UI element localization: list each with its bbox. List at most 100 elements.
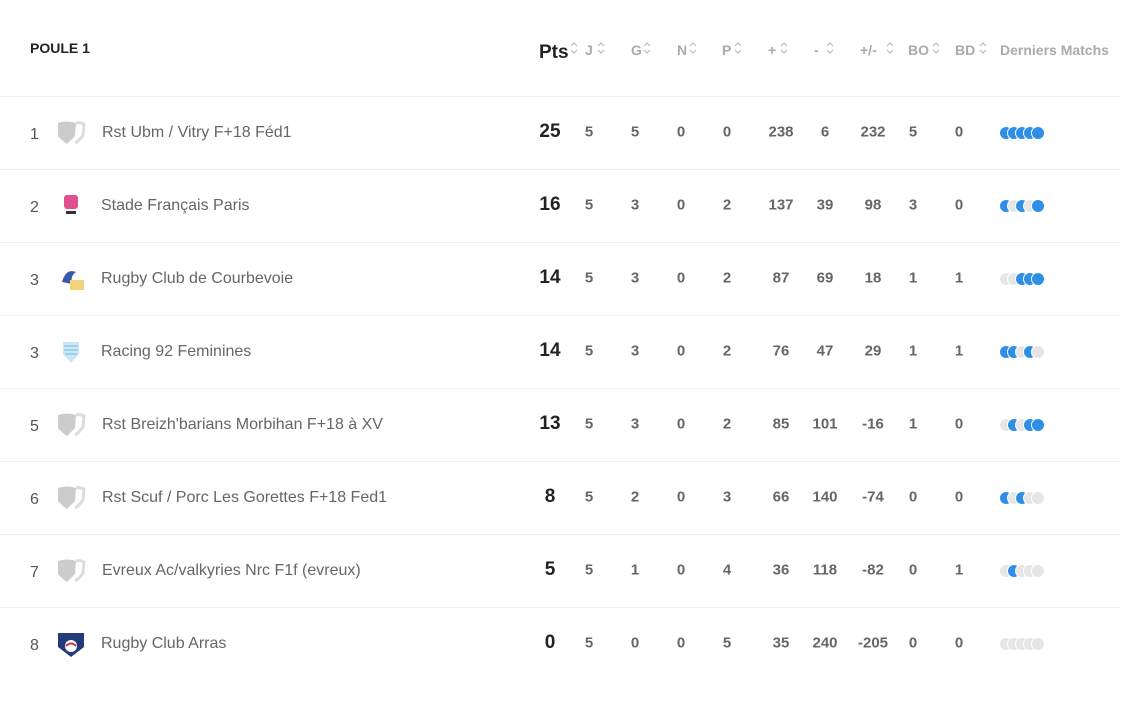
sort-arrows[interactable]	[780, 41, 788, 55]
column-header[interactable]: -	[814, 42, 819, 58]
last-match-dot	[1031, 199, 1045, 213]
row-separator	[0, 388, 1120, 389]
team-logo	[54, 412, 88, 443]
column-header[interactable]: Pts	[539, 42, 569, 63]
sort-arrows[interactable]	[570, 41, 578, 55]
row-separator	[0, 169, 1120, 170]
stat-pts: 16	[539, 194, 561, 215]
rank: 2	[30, 199, 39, 216]
stat-g: 5	[630, 123, 640, 141]
stat-j: 5	[584, 634, 594, 652]
team-logo	[56, 339, 90, 370]
stat-bd: 0	[954, 634, 964, 652]
stat-g: 0	[630, 634, 640, 652]
last-match-dot	[1031, 491, 1045, 505]
team-logo	[54, 485, 88, 516]
stat-minus: 240	[812, 634, 838, 652]
stat-g: 3	[630, 269, 640, 287]
stat-p: 5	[722, 634, 732, 652]
rank: 3	[30, 345, 39, 362]
team-logo	[56, 631, 90, 662]
rank: 3	[30, 272, 39, 289]
rank: 8	[30, 637, 39, 654]
column-header[interactable]: J	[585, 42, 593, 58]
stat-plus: 238	[768, 123, 794, 141]
team-name[interactable]: Rugby Club Arras	[101, 635, 227, 652]
stat-n: 0	[676, 488, 686, 506]
column-header[interactable]: G	[631, 42, 642, 58]
column-header: Derniers Matchs	[1000, 42, 1109, 58]
row-separator	[0, 242, 1120, 243]
column-header[interactable]: N	[677, 42, 688, 58]
team-name[interactable]: Rugby Club de Courbevoie	[101, 270, 294, 287]
stat-bo: 0	[908, 634, 918, 652]
stat-pts: 25	[539, 121, 561, 142]
stat-g: 3	[630, 196, 640, 214]
sort-arrows[interactable]	[643, 41, 651, 55]
stat-plus: 137	[768, 196, 794, 214]
row-separator	[0, 534, 1120, 535]
column-header[interactable]: +	[768, 42, 777, 58]
rank: 7	[30, 564, 39, 581]
column-header[interactable]: BO	[908, 42, 929, 58]
stat-plus: 85	[772, 415, 790, 433]
stat-g: 3	[630, 342, 640, 360]
column-header[interactable]: +/-	[860, 42, 877, 58]
sort-arrows[interactable]	[886, 41, 894, 55]
sort-arrows[interactable]	[734, 41, 742, 55]
stat-bo: 3	[908, 196, 918, 214]
team-logo	[56, 193, 90, 224]
stat-p: 2	[722, 342, 732, 360]
stat-minus: 118	[812, 561, 838, 579]
team-logo	[54, 558, 88, 589]
stat-plus: 87	[772, 269, 790, 287]
column-header[interactable]: BD	[955, 42, 976, 58]
stat-minus: 6	[820, 123, 830, 141]
team-name[interactable]: Rst Ubm / Vitry F+18 Féd1	[102, 124, 292, 141]
stat-pts: 13	[539, 413, 561, 434]
stat-bo: 1	[908, 415, 918, 433]
last-match-dot	[1031, 126, 1045, 140]
stat-minus: 39	[816, 196, 834, 214]
stat-diff: 98	[864, 196, 882, 214]
stat-n: 0	[676, 196, 686, 214]
last-match-dot	[1031, 637, 1045, 651]
sort-arrows[interactable]	[597, 41, 605, 55]
rank: 6	[30, 491, 39, 508]
rank: 1	[30, 126, 39, 143]
stat-p: 2	[722, 196, 732, 214]
team-name[interactable]: Rst Breizh'barians Morbihan F+18 à XV	[102, 416, 383, 433]
team-name[interactable]: Rst Scuf / Porc Les Gorettes F+18 Fed1	[102, 489, 388, 506]
stat-bd: 1	[954, 269, 964, 287]
stat-diff: -16	[862, 415, 884, 433]
column-header[interactable]: P	[722, 42, 732, 58]
stat-diff: 18	[864, 269, 882, 287]
stat-bd: 0	[954, 196, 964, 214]
sort-arrows[interactable]	[826, 41, 834, 55]
sort-arrows[interactable]	[932, 41, 940, 55]
stat-j: 5	[584, 342, 594, 360]
stat-diff: 29	[864, 342, 882, 360]
stat-bd: 1	[954, 342, 964, 360]
team-name[interactable]: Racing 92 Feminines	[101, 343, 252, 360]
stat-bd: 0	[954, 415, 964, 433]
stat-j: 5	[584, 269, 594, 287]
team-name[interactable]: Stade Français Paris	[101, 197, 250, 214]
team-logo	[56, 266, 90, 297]
stat-bo: 0	[908, 561, 918, 579]
sort-arrows[interactable]	[689, 41, 697, 55]
team-logo	[54, 120, 88, 151]
stat-plus: 36	[772, 561, 790, 579]
team-name[interactable]: Evreux Ac/valkyries Nrc F1f (evreux)	[102, 562, 361, 579]
stat-j: 5	[584, 488, 594, 506]
header-separator	[0, 96, 1120, 97]
stat-j: 5	[584, 415, 594, 433]
stat-minus: 140	[812, 488, 838, 506]
stat-n: 0	[676, 123, 686, 141]
stat-g: 2	[630, 488, 640, 506]
stat-diff: -74	[862, 488, 884, 506]
stat-pts: 5	[544, 559, 556, 580]
stat-p: 0	[722, 123, 732, 141]
sort-arrows[interactable]	[979, 41, 987, 55]
